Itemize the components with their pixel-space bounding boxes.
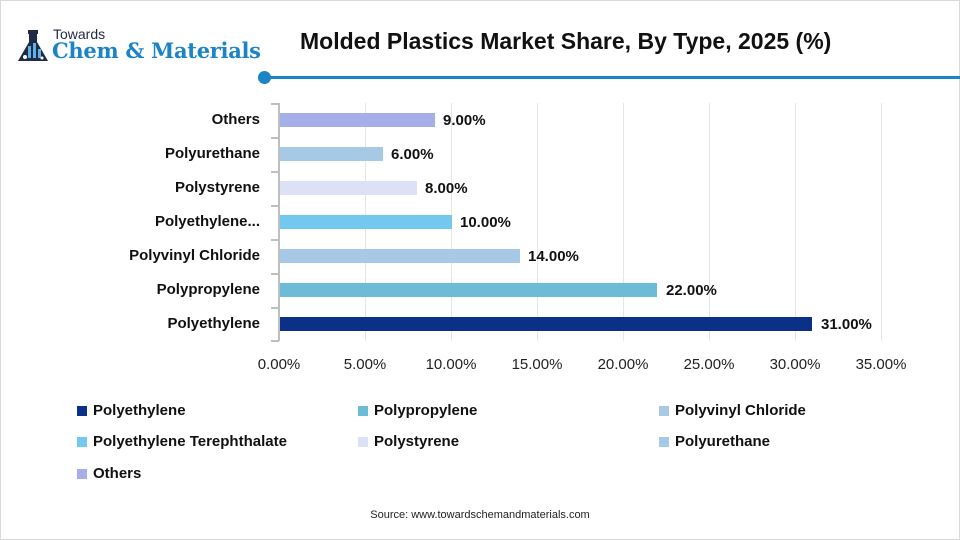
logo-towards-text: Towards: [53, 26, 106, 42]
category-label-polypropylene: Polypropylene: [156, 281, 260, 298]
category-label-pvc: Polyvinyl Chloride: [129, 247, 260, 264]
category-label-others: Others: [211, 111, 260, 128]
legend-swatch-icon: [358, 436, 368, 447]
value-label-polypropylene: 22.00%: [666, 282, 717, 299]
x-tick-label: 35.00%: [855, 356, 907, 373]
category-axis: [278, 103, 280, 341]
axis-tick: [271, 205, 279, 207]
title-underline-dot: [258, 71, 271, 84]
chart-title: Molded Plastics Market Share, By Type, 2…: [300, 28, 832, 54]
legend-label: Polyethylene: [93, 402, 186, 419]
x-tick-label: 25.00%: [683, 356, 735, 373]
legend-swatch-icon: [659, 436, 669, 447]
brand-logo: Towards Chem & Materials: [16, 24, 261, 68]
axis-tick: [271, 239, 279, 241]
axis-tick: [271, 171, 279, 173]
axis-tick: [271, 307, 279, 309]
gridline: [623, 103, 624, 341]
axis-tick: [271, 340, 279, 342]
legend-label: Polyurethane: [675, 433, 771, 450]
bar-polyethylene[interactable]: [280, 317, 812, 331]
value-label-polystyrene: 8.00%: [425, 180, 468, 197]
axis-tick: [271, 273, 279, 275]
bar-polystyrene[interactable]: [280, 181, 417, 195]
bar-polyurethane[interactable]: [280, 147, 383, 161]
logo-main-text: Chem & Materials: [52, 38, 261, 63]
legend-item-polyethylene[interactable]: Polyethylene: [77, 402, 186, 419]
legend-swatch-icon: [77, 436, 87, 447]
legend-swatch-icon: [358, 405, 368, 416]
legend-swatch-icon: [659, 405, 669, 416]
legend-item-others[interactable]: Others: [77, 465, 141, 482]
gridline: [537, 103, 538, 341]
bar-pvc[interactable]: [280, 249, 520, 263]
bar-polypropylene[interactable]: [280, 283, 657, 297]
bar-pet[interactable]: [280, 215, 452, 229]
legend-item-polystyrene[interactable]: Polystyrene: [358, 433, 459, 450]
category-label-polyethylene: Polyethylene: [167, 315, 260, 332]
source-note: Source: www.towardschemandmaterials.com: [370, 509, 590, 521]
category-label-polystyrene: Polystyrene: [174, 179, 260, 196]
category-label-polyurethane: Polyurethane: [164, 145, 260, 162]
legend-label: Polyethylene Terephthalate: [93, 433, 287, 450]
value-label-pet: 10.00%: [460, 214, 511, 231]
axis-tick: [271, 137, 279, 139]
x-tick-label: 10.00%: [425, 356, 477, 373]
legend-label: Others: [93, 465, 142, 482]
x-tick-label: 15.00%: [511, 356, 563, 373]
value-label-polyurethane: 6.00%: [391, 146, 434, 163]
legend-item-polyurethane[interactable]: Polyurethane: [659, 433, 770, 450]
legend-item-polypropylene[interactable]: Polypropylene: [358, 402, 477, 419]
legend-label: Polystyrene: [374, 433, 460, 450]
legend-swatch-icon: [77, 405, 87, 416]
x-tick-label: 20.00%: [597, 356, 649, 373]
gridline: [709, 103, 710, 341]
title-underline: [264, 76, 960, 79]
flask-icon: [18, 30, 48, 61]
axis-tick: [271, 103, 279, 105]
x-tick-label: 0.00%: [257, 356, 301, 373]
legend-label: Polyvinyl Chloride: [675, 402, 806, 419]
x-tick-label: 5.00%: [343, 356, 387, 373]
value-label-polyethylene: 31.00%: [821, 316, 872, 333]
plot-area: Others 9.00% Polyurethane 6.00% Polystyr…: [129, 103, 907, 373]
legend-label: Polypropylene: [374, 402, 478, 419]
legend-swatch-icon: [77, 468, 87, 479]
gridline: [881, 103, 882, 341]
legend-item-pet[interactable]: Polyethylene Terephthalate: [77, 433, 287, 450]
legend-item-pvc[interactable]: Polyvinyl Chloride: [659, 402, 806, 419]
value-label-others: 9.00%: [443, 112, 486, 129]
value-label-pvc: 14.00%: [528, 248, 579, 265]
gridline: [795, 103, 796, 341]
x-tick-label: 30.00%: [769, 356, 821, 373]
category-label-pet: Polyethylene...: [154, 213, 260, 230]
bar-others[interactable]: [280, 113, 435, 127]
